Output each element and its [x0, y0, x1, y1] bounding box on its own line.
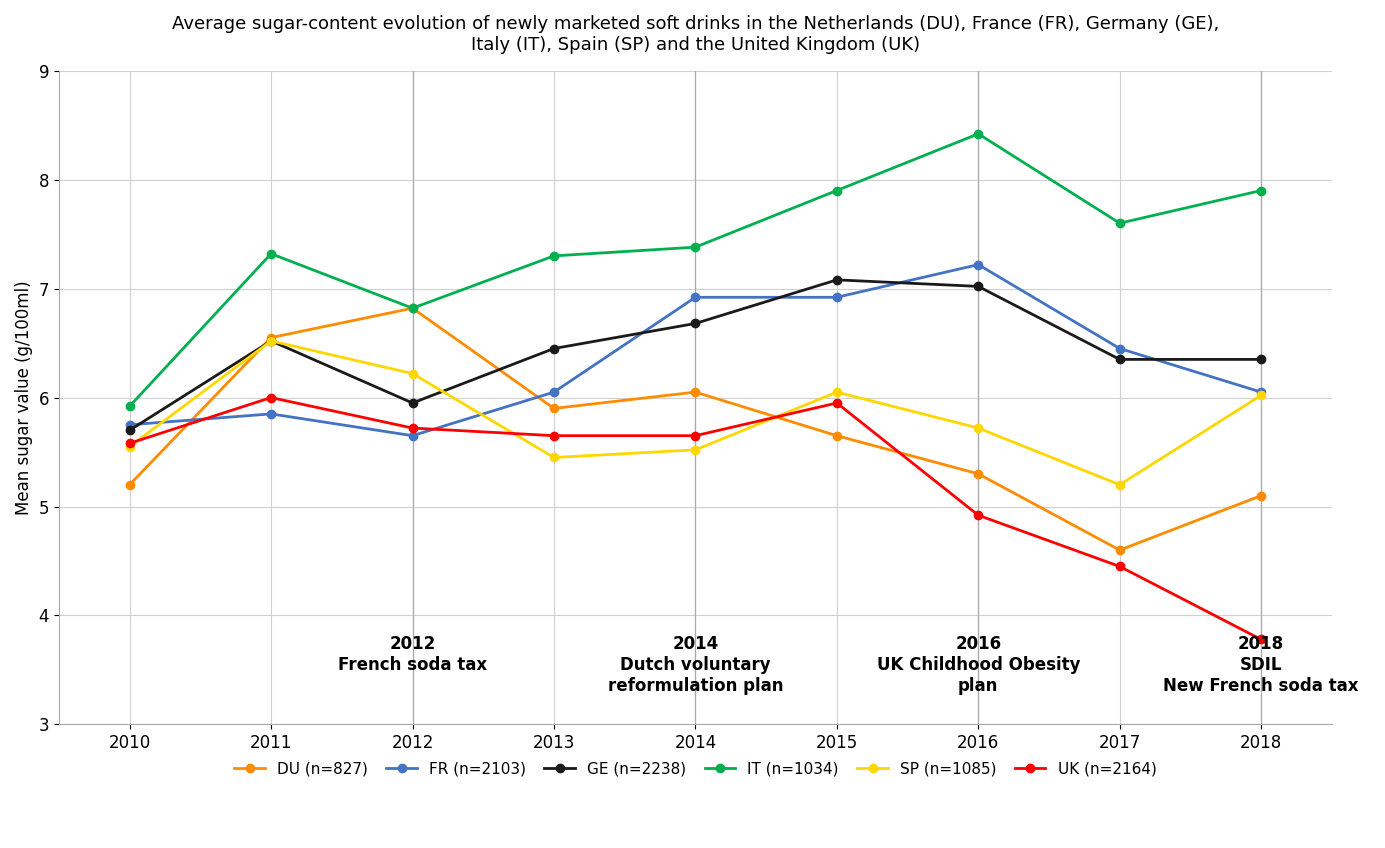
IT (n=1034) — [969, 129, 986, 139]
GE (n=2238) — [828, 275, 845, 285]
FR (n=2103) — [404, 431, 421, 441]
DU (n=827) — [828, 431, 845, 441]
UK (n=2164) — [828, 398, 845, 408]
Line: GE (n=2238): GE (n=2238) — [126, 276, 1266, 434]
UK (n=2164) — [969, 510, 986, 521]
GE (n=2238) — [687, 318, 704, 328]
IT (n=1034) — [1111, 218, 1127, 228]
SP (n=1085) — [546, 452, 562, 462]
FR (n=2103) — [828, 293, 845, 303]
FR (n=2103) — [263, 409, 280, 419]
IT (n=1034) — [1253, 186, 1270, 196]
Line: UK (n=2164): UK (n=2164) — [126, 393, 1266, 644]
UK (n=2164) — [546, 431, 562, 441]
GE (n=2238) — [969, 282, 986, 292]
FR (n=2103) — [122, 420, 138, 430]
GE (n=2238) — [546, 343, 562, 354]
Y-axis label: Mean sugar value (g/100ml): Mean sugar value (g/100ml) — [15, 280, 33, 515]
Legend: DU (n=827), FR (n=2103), GE (n=2238), IT (n=1034), SP (n=1085), UK (n=2164): DU (n=827), FR (n=2103), GE (n=2238), IT… — [229, 755, 1162, 782]
UK (n=2164) — [1253, 634, 1270, 644]
DU (n=827) — [687, 387, 704, 397]
IT (n=1034) — [404, 303, 421, 313]
GE (n=2238) — [1253, 354, 1270, 365]
IT (n=1034) — [122, 401, 138, 411]
GE (n=2238) — [1111, 354, 1127, 365]
Text: 2014
Dutch voluntary
reformulation plan: 2014 Dutch voluntary reformulation plan — [608, 635, 783, 695]
DU (n=827) — [122, 480, 138, 490]
FR (n=2103) — [1111, 343, 1127, 354]
UK (n=2164) — [404, 423, 421, 433]
SP (n=1085) — [828, 387, 845, 397]
IT (n=1034) — [263, 248, 280, 259]
DU (n=827) — [404, 303, 421, 313]
DU (n=827) — [969, 469, 986, 479]
IT (n=1034) — [687, 242, 704, 252]
DU (n=827) — [1253, 490, 1270, 500]
SP (n=1085) — [1253, 390, 1270, 400]
FR (n=2103) — [1253, 387, 1270, 397]
GE (n=2238) — [404, 398, 421, 408]
FR (n=2103) — [969, 259, 986, 270]
FR (n=2103) — [546, 387, 562, 397]
IT (n=1034) — [828, 186, 845, 196]
UK (n=2164) — [263, 393, 280, 403]
Title: Average sugar-content evolution of newly marketed soft drinks in the Netherlands: Average sugar-content evolution of newly… — [172, 15, 1219, 53]
UK (n=2164) — [1111, 561, 1127, 572]
Line: DU (n=827): DU (n=827) — [126, 304, 1266, 555]
UK (n=2164) — [122, 438, 138, 449]
GE (n=2238) — [263, 336, 280, 346]
SP (n=1085) — [1111, 480, 1127, 490]
GE (n=2238) — [122, 425, 138, 435]
Text: 2016
UK Childhood Obesity
plan: 2016 UK Childhood Obesity plan — [877, 635, 1080, 695]
DU (n=827) — [263, 332, 280, 343]
SP (n=1085) — [969, 423, 986, 433]
FR (n=2103) — [687, 293, 704, 303]
UK (n=2164) — [687, 431, 704, 441]
DU (n=827) — [546, 404, 562, 414]
SP (n=1085) — [687, 444, 704, 455]
SP (n=1085) — [122, 442, 138, 452]
Text: 2018
SDIL
New French soda tax: 2018 SDIL New French soda tax — [1163, 635, 1359, 695]
IT (n=1034) — [546, 251, 562, 261]
Line: FR (n=2103): FR (n=2103) — [126, 260, 1266, 440]
SP (n=1085) — [263, 336, 280, 346]
Line: IT (n=1034): IT (n=1034) — [126, 130, 1266, 410]
Text: 2012
French soda tax: 2012 French soda tax — [338, 635, 488, 674]
Line: SP (n=1085): SP (n=1085) — [126, 337, 1266, 489]
SP (n=1085) — [404, 369, 421, 379]
DU (n=827) — [1111, 545, 1127, 555]
